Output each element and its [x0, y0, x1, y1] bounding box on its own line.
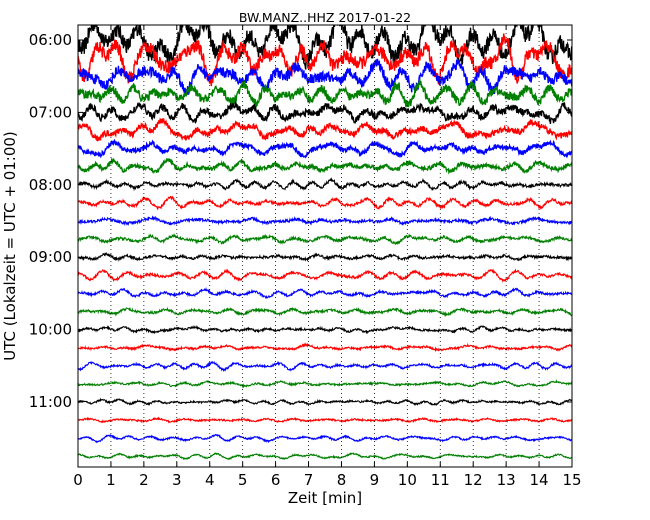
y-axis-label: UTC (Lokalzeit = UTC + 01:00): [1, 131, 19, 361]
trace-23: [78, 452, 572, 461]
y-tick-label: 10:00: [29, 321, 72, 339]
trace-2: [78, 58, 572, 96]
plot-frame: [77, 24, 573, 468]
x-tick-label: 15: [562, 471, 581, 489]
x-tick-label: 7: [304, 471, 314, 489]
trace-22: [78, 433, 572, 444]
x-tick-label: 11: [431, 471, 450, 489]
trace-3: [78, 78, 572, 108]
x-axis-label: Zeit [min]: [288, 489, 362, 507]
trace-16: [78, 325, 572, 335]
x-tick-label: 9: [370, 471, 380, 489]
trace-15: [78, 306, 572, 317]
x-tick-label: 1: [106, 471, 116, 489]
trace-8: [78, 177, 572, 192]
trace-20: [78, 397, 572, 407]
x-tick-label: 8: [337, 471, 347, 489]
trace-19: [78, 379, 572, 389]
trace-13: [78, 268, 572, 283]
x-tick-label: 3: [172, 471, 182, 489]
y-tick-label: 09:00: [29, 248, 72, 266]
x-tick-label: 0: [73, 471, 83, 489]
trace-6: [78, 138, 572, 159]
trace-11: [78, 233, 572, 246]
trace-0: [78, 25, 572, 70]
trace-1: [78, 33, 572, 87]
trace-7: [78, 157, 572, 175]
y-tick-label: 11:00: [29, 393, 72, 411]
x-tick-label: 12: [464, 471, 483, 489]
y-tick-label: 08:00: [29, 176, 72, 194]
x-tick-label: 5: [238, 471, 248, 489]
trace-21: [78, 416, 572, 424]
trace-9: [78, 195, 572, 211]
axis-ticks: 0 1 2 3 4 5 6 7 8 9 10 11 12 13 14 1506:0007:0008:0009:…: [29, 25, 582, 489]
y-tick-label: 07:00: [29, 103, 72, 121]
trace-18: [78, 360, 572, 372]
trace-10: [78, 215, 572, 227]
x-tick-label: 13: [497, 471, 516, 489]
trace-5: [78, 117, 572, 142]
x-tick-label: 10: [398, 471, 417, 489]
trace-4: [78, 100, 572, 125]
seismic-traces: [78, 25, 572, 461]
x-tick-label: 14: [530, 471, 549, 489]
trace-12: [78, 252, 572, 262]
x-tick-label: 2: [139, 471, 149, 489]
y-tick-label: 06:00: [29, 31, 72, 49]
x-tick-label: 4: [205, 471, 215, 489]
trace-14: [78, 287, 572, 300]
x-tick-label: 6: [271, 471, 281, 489]
chart-title: BW.MANZ..HHZ 2017-01-22: [239, 10, 411, 25]
minute-gridlines: [110, 25, 540, 467]
trace-17: [78, 342, 572, 353]
